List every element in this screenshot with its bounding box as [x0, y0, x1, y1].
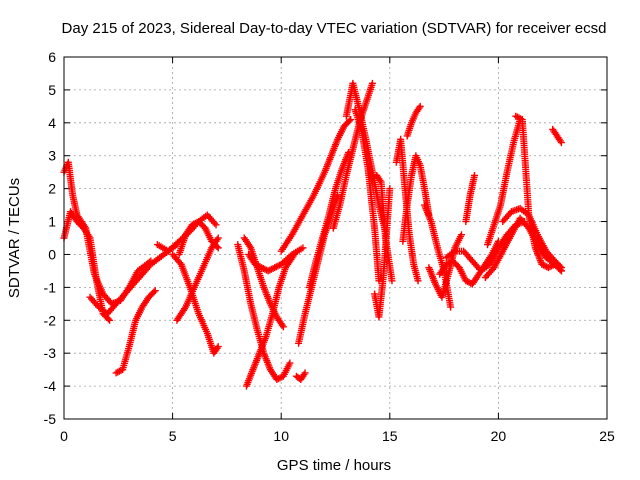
data-point: [557, 139, 565, 147]
series-track-ab: [462, 171, 479, 226]
data-point: [212, 221, 220, 229]
y-tick-label: -1: [44, 279, 57, 295]
series-track-w: [399, 152, 433, 245]
series-track-m: [292, 369, 309, 384]
plot-frame: [63, 56, 608, 420]
data-point: [416, 102, 424, 110]
series-track-c: [86, 241, 181, 318]
data-point: [556, 262, 564, 270]
series-track-s: [351, 106, 383, 285]
series-track-v: [392, 135, 422, 285]
data-point: [214, 244, 222, 252]
data-point: [214, 234, 222, 242]
data-point: [213, 243, 221, 251]
data-point: [557, 264, 565, 272]
series-track-f: [169, 250, 222, 357]
x-axis-label: GPS time / hours: [277, 457, 391, 474]
series-track-ah: [549, 125, 565, 147]
x-tick-label: 0: [60, 428, 68, 444]
data-point: [541, 262, 549, 270]
y-tick-label: -2: [44, 312, 57, 328]
data-point: [345, 117, 353, 125]
chart-title: Day 215 of 2023, Sidereal Day-to-day VTE…: [62, 20, 607, 37]
x-tick-label: 15: [382, 428, 398, 444]
data-point: [299, 244, 307, 252]
y-tick-label: 5: [48, 82, 56, 98]
data-point: [150, 288, 158, 296]
series-track-n: [277, 116, 355, 255]
data-point: [471, 171, 479, 179]
data-point: [375, 277, 383, 285]
y-tick-label: 3: [48, 148, 56, 164]
y-tick-label: 0: [48, 246, 56, 262]
series-track-aa: [436, 237, 502, 288]
grid: [64, 57, 607, 419]
y-tick-label: 2: [48, 181, 56, 197]
data-point: [447, 303, 455, 311]
x-tick-label: 20: [491, 428, 507, 444]
y-tick-label: -3: [44, 345, 57, 361]
data-point: [368, 79, 376, 87]
series-track-l: [240, 234, 287, 331]
data-point: [279, 323, 287, 331]
y-tick-label: 1: [48, 214, 56, 230]
data-point: [457, 231, 465, 239]
data-point: [151, 287, 159, 295]
series-track-h: [175, 218, 222, 258]
y-tick-label: 6: [48, 49, 56, 65]
data-point: [414, 277, 422, 285]
data-point: [388, 277, 396, 285]
series-track-ae: [484, 116, 524, 249]
series-track-p: [305, 148, 353, 291]
y-tick-label: -4: [44, 378, 57, 394]
data-point: [106, 316, 114, 324]
data-point: [347, 116, 355, 124]
series-track-x: [403, 102, 424, 140]
data-point: [301, 369, 309, 377]
data-point: [115, 367, 123, 375]
data-point: [276, 374, 284, 382]
data-point: [386, 185, 394, 193]
data-points: [60, 79, 565, 390]
data-point: [104, 315, 112, 323]
axis-ticks: 0 5 10 15 20 25 -5 -4 -3 -2 -1 0 1 2 3 4 5 6: [44, 49, 615, 444]
y-tick-label: 4: [48, 115, 56, 131]
series-track-a: [60, 158, 155, 308]
series-track-u: [373, 171, 396, 285]
x-tick-label: 5: [169, 428, 177, 444]
x-tick-label: 25: [599, 428, 615, 444]
data-point: [214, 343, 222, 351]
x-tick-label: 10: [273, 428, 289, 444]
data-point: [286, 359, 294, 367]
data-point: [515, 114, 523, 122]
series-track-d: [112, 287, 159, 377]
series-track-ag: [499, 204, 565, 272]
y-axis-label: SDTVAR / TECUs: [6, 178, 23, 298]
y-tick-label: -5: [44, 411, 57, 427]
